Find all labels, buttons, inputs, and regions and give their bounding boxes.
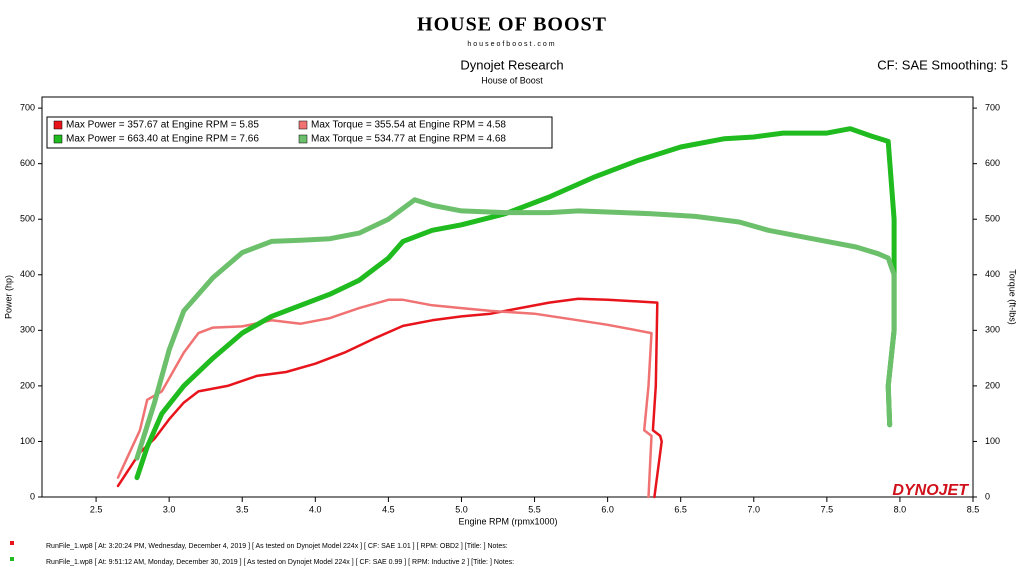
- run-marker: [10, 557, 14, 561]
- legend-label: Max Power = 663.40 at Engine RPM = 7.66: [66, 134, 259, 145]
- data-line: [116, 297, 663, 499]
- x-tick-label: 2.5: [90, 504, 103, 514]
- y-tick-label: 100: [20, 436, 35, 446]
- logo: HOUSE OF BOOST: [417, 14, 607, 36]
- x-tick-label: 8.5: [967, 504, 980, 514]
- x-tick-label: 7.0: [748, 504, 761, 514]
- run-info: RunFile_1.wp8 [ At: 9:51:12 AM, Monday, …: [46, 559, 514, 566]
- brand-logo: DYNOJET: [892, 482, 969, 499]
- legend-label: Max Torque = 355.54 at Engine RPM = 4.58: [311, 120, 506, 131]
- x-tick-label: 8.0: [894, 504, 907, 514]
- legend-swatch: [53, 120, 63, 130]
- settings: CF: SAE Smoothing: 5: [877, 57, 1008, 72]
- y-tick-label: 0: [30, 491, 35, 501]
- legend-swatch: [53, 134, 63, 144]
- chart-subtitle: House of Boost: [481, 75, 543, 85]
- x-axis-label: Engine RPM (rpmx1000): [458, 516, 557, 526]
- x-tick-label: 4.0: [309, 504, 322, 514]
- y-axis-label: Power (hp): [3, 275, 13, 319]
- y-tick-label: 300: [20, 325, 35, 335]
- x-tick-label: 6.5: [674, 504, 687, 514]
- data-line: [134, 197, 897, 461]
- y2-tick-label: 400: [985, 269, 1000, 279]
- legend-swatch: [298, 120, 308, 130]
- legend-label: Max Power = 357.67 at Engine RPM = 5.85: [66, 120, 259, 131]
- y2-tick-label: 700: [985, 102, 1000, 112]
- y2-tick-label: 0: [985, 491, 990, 501]
- legend-label: Max Torque = 534.77 at Engine RPM = 4.68: [311, 134, 506, 145]
- y2-axis-label: Torque (ft-lbs): [1008, 269, 1018, 325]
- y2-tick-label: 600: [985, 158, 1000, 168]
- x-tick-label: 4.5: [382, 504, 395, 514]
- run-marker: [10, 541, 14, 545]
- plot-frame: [41, 96, 974, 498]
- x-tick-label: 6.0: [601, 504, 614, 514]
- y-tick-label: 500: [20, 214, 35, 224]
- y2-tick-label: 500: [985, 214, 1000, 224]
- y2-tick-label: 300: [985, 325, 1000, 335]
- data-line: [134, 126, 897, 481]
- data-line: [116, 298, 653, 499]
- y2-tick-label: 100: [985, 436, 1000, 446]
- legend-swatch: [298, 134, 308, 144]
- x-tick-label: 3.0: [163, 504, 176, 514]
- y-tick-label: 200: [20, 380, 35, 390]
- run-info: RunFile_1.wp8 [ At: 3:20:24 PM, Wednesda…: [46, 543, 508, 550]
- x-tick-label: 3.5: [236, 504, 249, 514]
- y-tick-label: 700: [20, 102, 35, 112]
- y-tick-label: 600: [20, 158, 35, 168]
- x-tick-label: 5.0: [455, 504, 468, 514]
- y2-tick-label: 200: [985, 380, 1000, 390]
- x-tick-label: 7.5: [821, 504, 834, 514]
- y-tick-label: 400: [20, 269, 35, 279]
- logo-url: houseofboost.com: [467, 41, 556, 48]
- chart-title: Dynojet Research: [460, 57, 563, 72]
- x-tick-label: 5.5: [528, 504, 541, 514]
